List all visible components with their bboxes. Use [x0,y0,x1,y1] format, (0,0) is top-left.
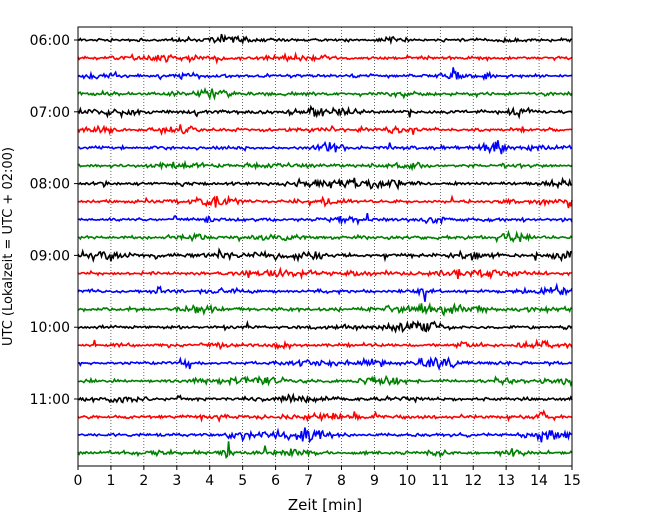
x-tick-label-7: 7 [304,473,313,489]
trace-8 [77,159,573,172]
x-tick-label-15: 15 [563,473,581,489]
x-tick-label-12: 12 [464,473,482,489]
trace-2 [77,51,573,65]
y-axis: 06:00 07:00 08:00 09:00 10:00 11:00 [30,33,78,408]
trace-12 [77,229,573,244]
trace-23 [77,427,573,444]
x-tick-label-0: 0 [74,473,83,489]
y-tick-label-0: 06:00 [30,33,70,49]
x-tick-label-8: 8 [337,473,346,489]
trace-14 [77,266,573,281]
trace-13 [77,247,573,264]
trace-7 [77,140,573,155]
trace-19 [77,355,573,371]
y-tick-label-2: 08:00 [30,177,70,193]
trace-5 [77,104,573,120]
trace-18 [77,338,573,351]
x-tick-label-3: 3 [172,473,181,489]
y-tick-label-4: 10:00 [30,320,70,336]
trace-15 [77,282,573,302]
trace-16 [77,301,572,317]
trace-24 [77,441,573,459]
y-tick-label-3: 09:00 [30,248,70,264]
trace-11 [77,212,573,226]
trace-20 [77,374,573,388]
y-tick-label-5: 11:00 [30,392,70,408]
x-tick-label-4: 4 [205,473,214,489]
grid-layer [110,27,540,466]
x-tick-label-5: 5 [238,473,247,489]
trace-3 [77,67,573,82]
trace-10 [77,194,573,209]
trace-layer [77,33,573,459]
x-tick-label-1: 1 [106,473,115,489]
x-tick-label-13: 13 [497,473,515,489]
x-axis: 0 1 2 3 4 5 6 7 8 9 10 11 12 13 14 15 [74,466,581,489]
trace-6 [77,124,573,137]
trace-21 [77,392,573,405]
y-axis-label: UTC (Lokalzeit = UTC + 02:00) [1,147,16,346]
trace-9 [77,176,573,191]
trace-1 [77,33,573,46]
trace-4 [77,86,573,101]
x-tick-label-6: 6 [271,473,280,489]
x-tick-label-9: 9 [370,473,379,489]
y-tick-label-1: 07:00 [30,105,70,121]
x-tick-label-11: 11 [431,473,449,489]
trace-17 [77,319,573,334]
plot-frame [77,26,573,467]
x-axis-label: Zeit [min] [288,496,362,514]
x-tick-label-10: 10 [398,473,416,489]
x-tick-label-14: 14 [530,473,548,489]
x-tick-label-2: 2 [139,473,148,489]
trace-22 [77,409,573,424]
